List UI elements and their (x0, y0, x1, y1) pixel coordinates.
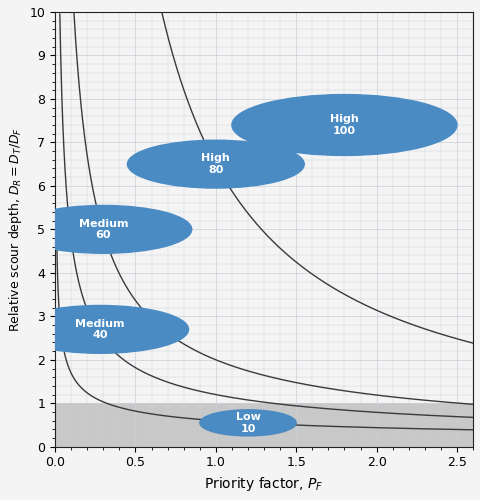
X-axis label: Priority factor, $P_F$: Priority factor, $P_F$ (204, 475, 324, 493)
Y-axis label: Relative scour depth, $D_R$$=$$D_T$$/$$D_F$: Relative scour depth, $D_R$$=$$D_T$$/$$D… (7, 127, 24, 332)
Text: Medium
40: Medium 40 (75, 318, 125, 340)
Text: High
100: High 100 (330, 114, 359, 136)
Circle shape (200, 410, 296, 436)
Text: Medium
60: Medium 60 (79, 218, 128, 240)
Text: High
80: High 80 (202, 154, 230, 175)
Circle shape (12, 306, 189, 354)
Circle shape (15, 206, 192, 254)
Text: Low
10: Low 10 (236, 412, 261, 434)
Circle shape (127, 140, 304, 188)
Circle shape (232, 94, 457, 156)
Bar (55, 404, 473, 447)
